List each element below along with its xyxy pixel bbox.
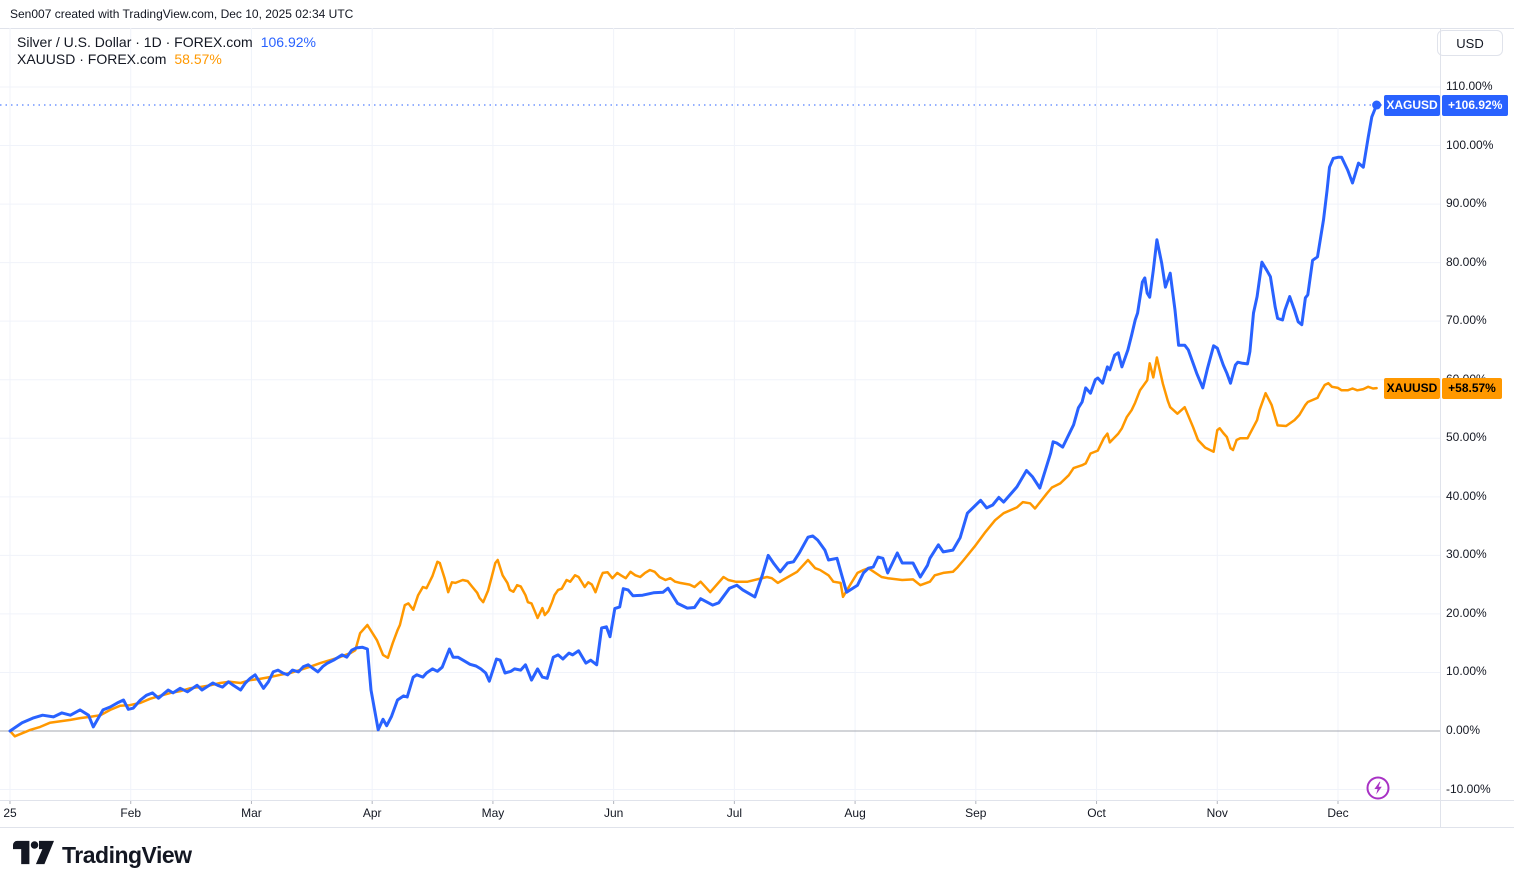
- legend-xauusd-value: 58.57%: [174, 51, 222, 67]
- tradingview-logo-icon: [13, 840, 54, 870]
- legend-row-xagusd[interactable]: Silver / U.S. Dollar · 1D · FOREX.com 10…: [17, 34, 316, 50]
- price-axis-label: 10.00%: [1446, 664, 1487, 679]
- price-axis-scale[interactable]: 110.00%100.00%90.00%80.00%70.00%60.00%50…: [1440, 28, 1514, 800]
- time-axis-label: Aug: [844, 806, 866, 820]
- legend-xauusd-title: XAUUSD · FOREX.com: [17, 51, 167, 67]
- xagusd-price-badge[interactable]: XAGUSD +106.92%: [1384, 94, 1509, 116]
- boost-lightning-icon[interactable]: [1365, 775, 1391, 801]
- xagusd-badge-value: +106.92%: [1442, 94, 1509, 116]
- price-axis-label: 40.00%: [1446, 488, 1487, 503]
- time-axis-label: May: [481, 806, 505, 820]
- time-axis-label: Apr: [362, 806, 382, 820]
- time-axis-top-border: [0, 800, 1514, 801]
- time-axis-label: Feb: [120, 806, 142, 820]
- time-axis-label: Mar: [241, 806, 262, 820]
- attribution-text: Sen007 created with TradingView.com, Dec…: [10, 7, 354, 21]
- price-axis-label: 100.00%: [1446, 137, 1494, 152]
- tradingview-logo[interactable]: TradingView: [13, 840, 192, 870]
- xauusd-badge-value: +58.57%: [1442, 377, 1502, 399]
- chart-plot-area[interactable]: [0, 28, 1440, 800]
- xagusd-badge-symbol: XAGUSD: [1384, 94, 1440, 116]
- price-axis-label: -10.00%: [1446, 781, 1491, 796]
- time-axis-label: 25: [3, 806, 17, 820]
- time-axis-label: Nov: [1206, 806, 1228, 820]
- currency-mode-button[interactable]: USD: [1437, 30, 1503, 56]
- price-axis-label: 30.00%: [1446, 547, 1487, 562]
- price-axis-label: 0.00%: [1446, 723, 1481, 737]
- price-axis-label: 110.00%: [1446, 79, 1493, 93]
- time-axis-label: Jul: [726, 806, 743, 820]
- time-axis-label: Jun: [603, 806, 624, 820]
- xauusd-badge-symbol: XAUUSD: [1384, 377, 1440, 399]
- price-axis-label: 20.00%: [1446, 605, 1487, 620]
- price-axis-label: 90.00%: [1446, 196, 1487, 211]
- time-axis-scale[interactable]: 25 Feb Mar Apr May Jun Jul Aug Sep Oct Nov Dec: [0, 800, 1440, 827]
- legend-xagusd-title: Silver / U.S. Dollar · 1D · FOREX.com: [17, 34, 253, 50]
- xauusd-price-badge[interactable]: XAUUSD +58.57%: [1384, 377, 1502, 399]
- pane-top-border: [0, 28, 1514, 29]
- legend-row-xauusd[interactable]: XAUUSD · FOREX.com 58.57%: [17, 51, 222, 67]
- price-axis-label: 50.00%: [1446, 430, 1487, 445]
- price-axis-border: [1440, 28, 1441, 827]
- price-axis-label: 80.00%: [1446, 254, 1487, 269]
- time-axis-label: Dec: [1327, 806, 1349, 820]
- price-axis-label: 70.00%: [1446, 313, 1487, 328]
- time-axis-label: Oct: [1087, 806, 1106, 820]
- time-axis-label: Sep: [965, 806, 987, 820]
- tradingview-logo-text: TradingView: [62, 841, 192, 868]
- legend-xagusd-value: 106.92%: [260, 34, 316, 50]
- time-axis-bottom-border: [0, 827, 1514, 828]
